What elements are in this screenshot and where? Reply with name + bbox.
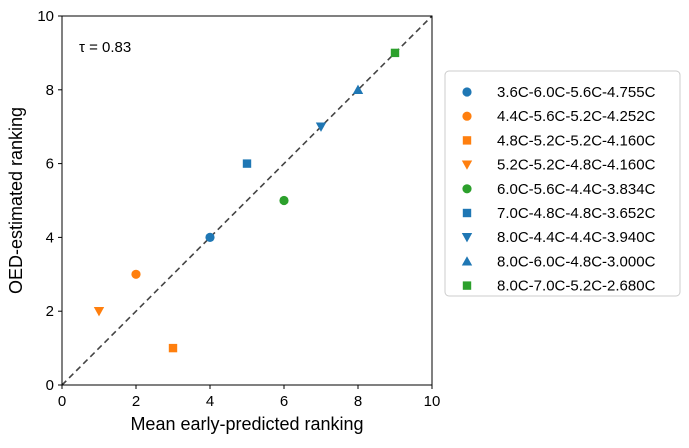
x-tick-label: 6 xyxy=(280,393,288,410)
data-point xyxy=(390,48,400,58)
x-axis-title: Mean early-predicted ranking xyxy=(130,414,363,434)
legend-marker xyxy=(462,87,472,97)
legend-marker xyxy=(462,184,472,194)
data-points-layer xyxy=(93,48,400,353)
tau-annotation: τ = 0.83 xyxy=(79,39,131,56)
x-tick-label: 0 xyxy=(58,393,66,410)
legend-label: 5.2C-5.2C-4.8C-4.160C xyxy=(497,157,656,174)
data-point xyxy=(131,269,141,279)
data-point xyxy=(279,195,289,206)
data-point xyxy=(242,159,252,168)
legend-label: 4.8C-5.2C-5.2C-4.160C xyxy=(497,132,656,149)
legend-label: 4.4C-5.6C-5.2C-4.252C xyxy=(497,108,656,125)
y-tick-label: 6 xyxy=(46,156,54,173)
legend-marker xyxy=(461,160,473,170)
x-axis-ticks: 0 2 4 6 8 10 xyxy=(58,385,441,410)
data-point xyxy=(168,343,178,353)
x-tick-label: 10 xyxy=(424,393,441,410)
y-axis-ticks: 0 2 4 6 8 10 xyxy=(37,8,62,394)
legend-marker xyxy=(462,208,472,218)
data-point xyxy=(205,232,215,242)
legend-frame xyxy=(444,70,681,297)
reference-line-layer xyxy=(61,15,433,386)
legend-marker xyxy=(461,233,473,243)
x-tick-label: 2 xyxy=(132,393,140,410)
reference-diagonal-line xyxy=(61,15,433,386)
data-point xyxy=(93,307,105,317)
legend-label: 8.0C-4.4C-4.4C-3.940C xyxy=(497,229,656,246)
y-tick-label: 2 xyxy=(46,303,54,320)
legend-label: 8.0C-6.0C-4.8C-3.000C xyxy=(497,253,656,270)
y-axis-title: OED-estimated ranking xyxy=(6,107,26,294)
legend-label: 3.6C-6.0C-5.6C-4.755C xyxy=(497,84,656,101)
plot-frame xyxy=(61,15,433,386)
legend-marker xyxy=(462,281,472,290)
y-tick-label: 10 xyxy=(37,8,54,25)
legend-marker xyxy=(462,111,472,121)
legend-marker xyxy=(462,136,472,145)
legend-label: 6.0C-5.6C-4.4C-3.834C xyxy=(497,181,656,198)
x-tick-label: 4 xyxy=(206,393,214,410)
y-tick-label: 0 xyxy=(46,377,54,394)
y-tick-label: 8 xyxy=(46,82,54,99)
legend-label: 7.0C-4.8C-4.8C-3.652C xyxy=(497,205,656,222)
legend-marker xyxy=(461,256,473,266)
legend: 3.6C-6.0C-5.6C-4.755C 4.4C-5.6C-5.2C-4.25… xyxy=(444,70,681,297)
legend-label: 8.0C-7.0C-5.2C-2.680C xyxy=(497,278,656,295)
data-point xyxy=(352,84,364,94)
data-point xyxy=(315,122,327,132)
y-tick-label: 4 xyxy=(46,229,54,246)
x-tick-label: 8 xyxy=(354,393,362,410)
